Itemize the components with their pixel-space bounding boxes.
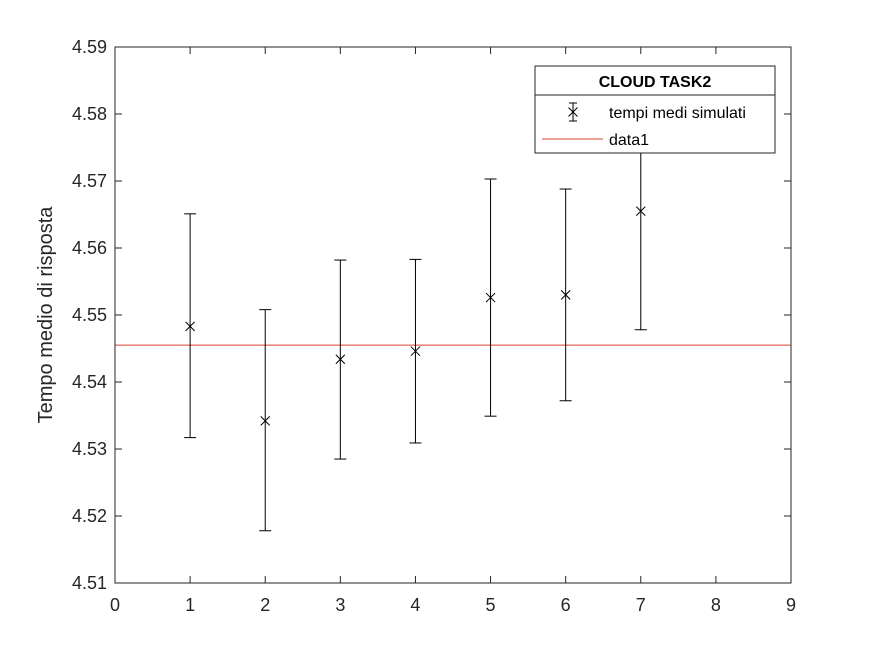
error-bar-point xyxy=(559,188,572,402)
y-tick-label: 4.55 xyxy=(72,305,107,325)
point-marker-x xyxy=(335,354,346,365)
error-bar-point xyxy=(184,213,197,439)
point-marker-x xyxy=(185,321,195,332)
y-tick-label: 4.54 xyxy=(72,372,107,392)
y-tick-label: 4.52 xyxy=(72,506,107,526)
x-tick-label: 9 xyxy=(786,595,796,615)
y-tick-label: 4.57 xyxy=(72,171,107,191)
x-tick-label: 4 xyxy=(410,595,420,615)
x-tick-label: 8 xyxy=(711,595,721,615)
error-bar-point xyxy=(334,259,347,460)
error-bar-point xyxy=(484,178,497,417)
x-tick-label: 6 xyxy=(561,595,571,615)
error-bar-point xyxy=(259,309,272,532)
y-tick-label: 4.56 xyxy=(72,238,107,258)
y-tick-label: 4.51 xyxy=(72,573,107,593)
y-tick-label: 4.59 xyxy=(72,37,107,57)
legend-errorbar-icon xyxy=(568,102,578,122)
x-tick-label: 1 xyxy=(185,595,195,615)
point-marker-x xyxy=(410,346,421,357)
x-tick-label: 0 xyxy=(110,595,120,615)
legend-entry-1: tempi medi simulati xyxy=(609,105,746,122)
x-tick-label: 2 xyxy=(260,595,270,615)
point-marker-x xyxy=(560,290,571,300)
point-marker-x xyxy=(485,292,496,303)
y-tick-label: 4.58 xyxy=(72,104,107,124)
legend-entry-2: data1 xyxy=(609,132,649,149)
x-tick-label: 3 xyxy=(335,595,345,615)
legend-title: CLOUD TASK2 xyxy=(599,74,712,91)
y-tick-label: 4.53 xyxy=(72,439,107,459)
plot-frame xyxy=(114,46,792,584)
point-marker-x xyxy=(260,416,271,426)
point-marker-x xyxy=(635,206,646,217)
y-axis-label: Tempo medio di risposta xyxy=(35,206,57,424)
x-tick-label: 7 xyxy=(636,595,646,615)
data-marks xyxy=(184,92,647,532)
error-bar-point xyxy=(409,258,422,444)
x-tick-label: 5 xyxy=(486,595,496,615)
y-axis-label-group: Tempo medio di risposta xyxy=(35,206,57,424)
legend: CLOUD TASK2 tempi medi simulati data1 xyxy=(534,65,776,154)
